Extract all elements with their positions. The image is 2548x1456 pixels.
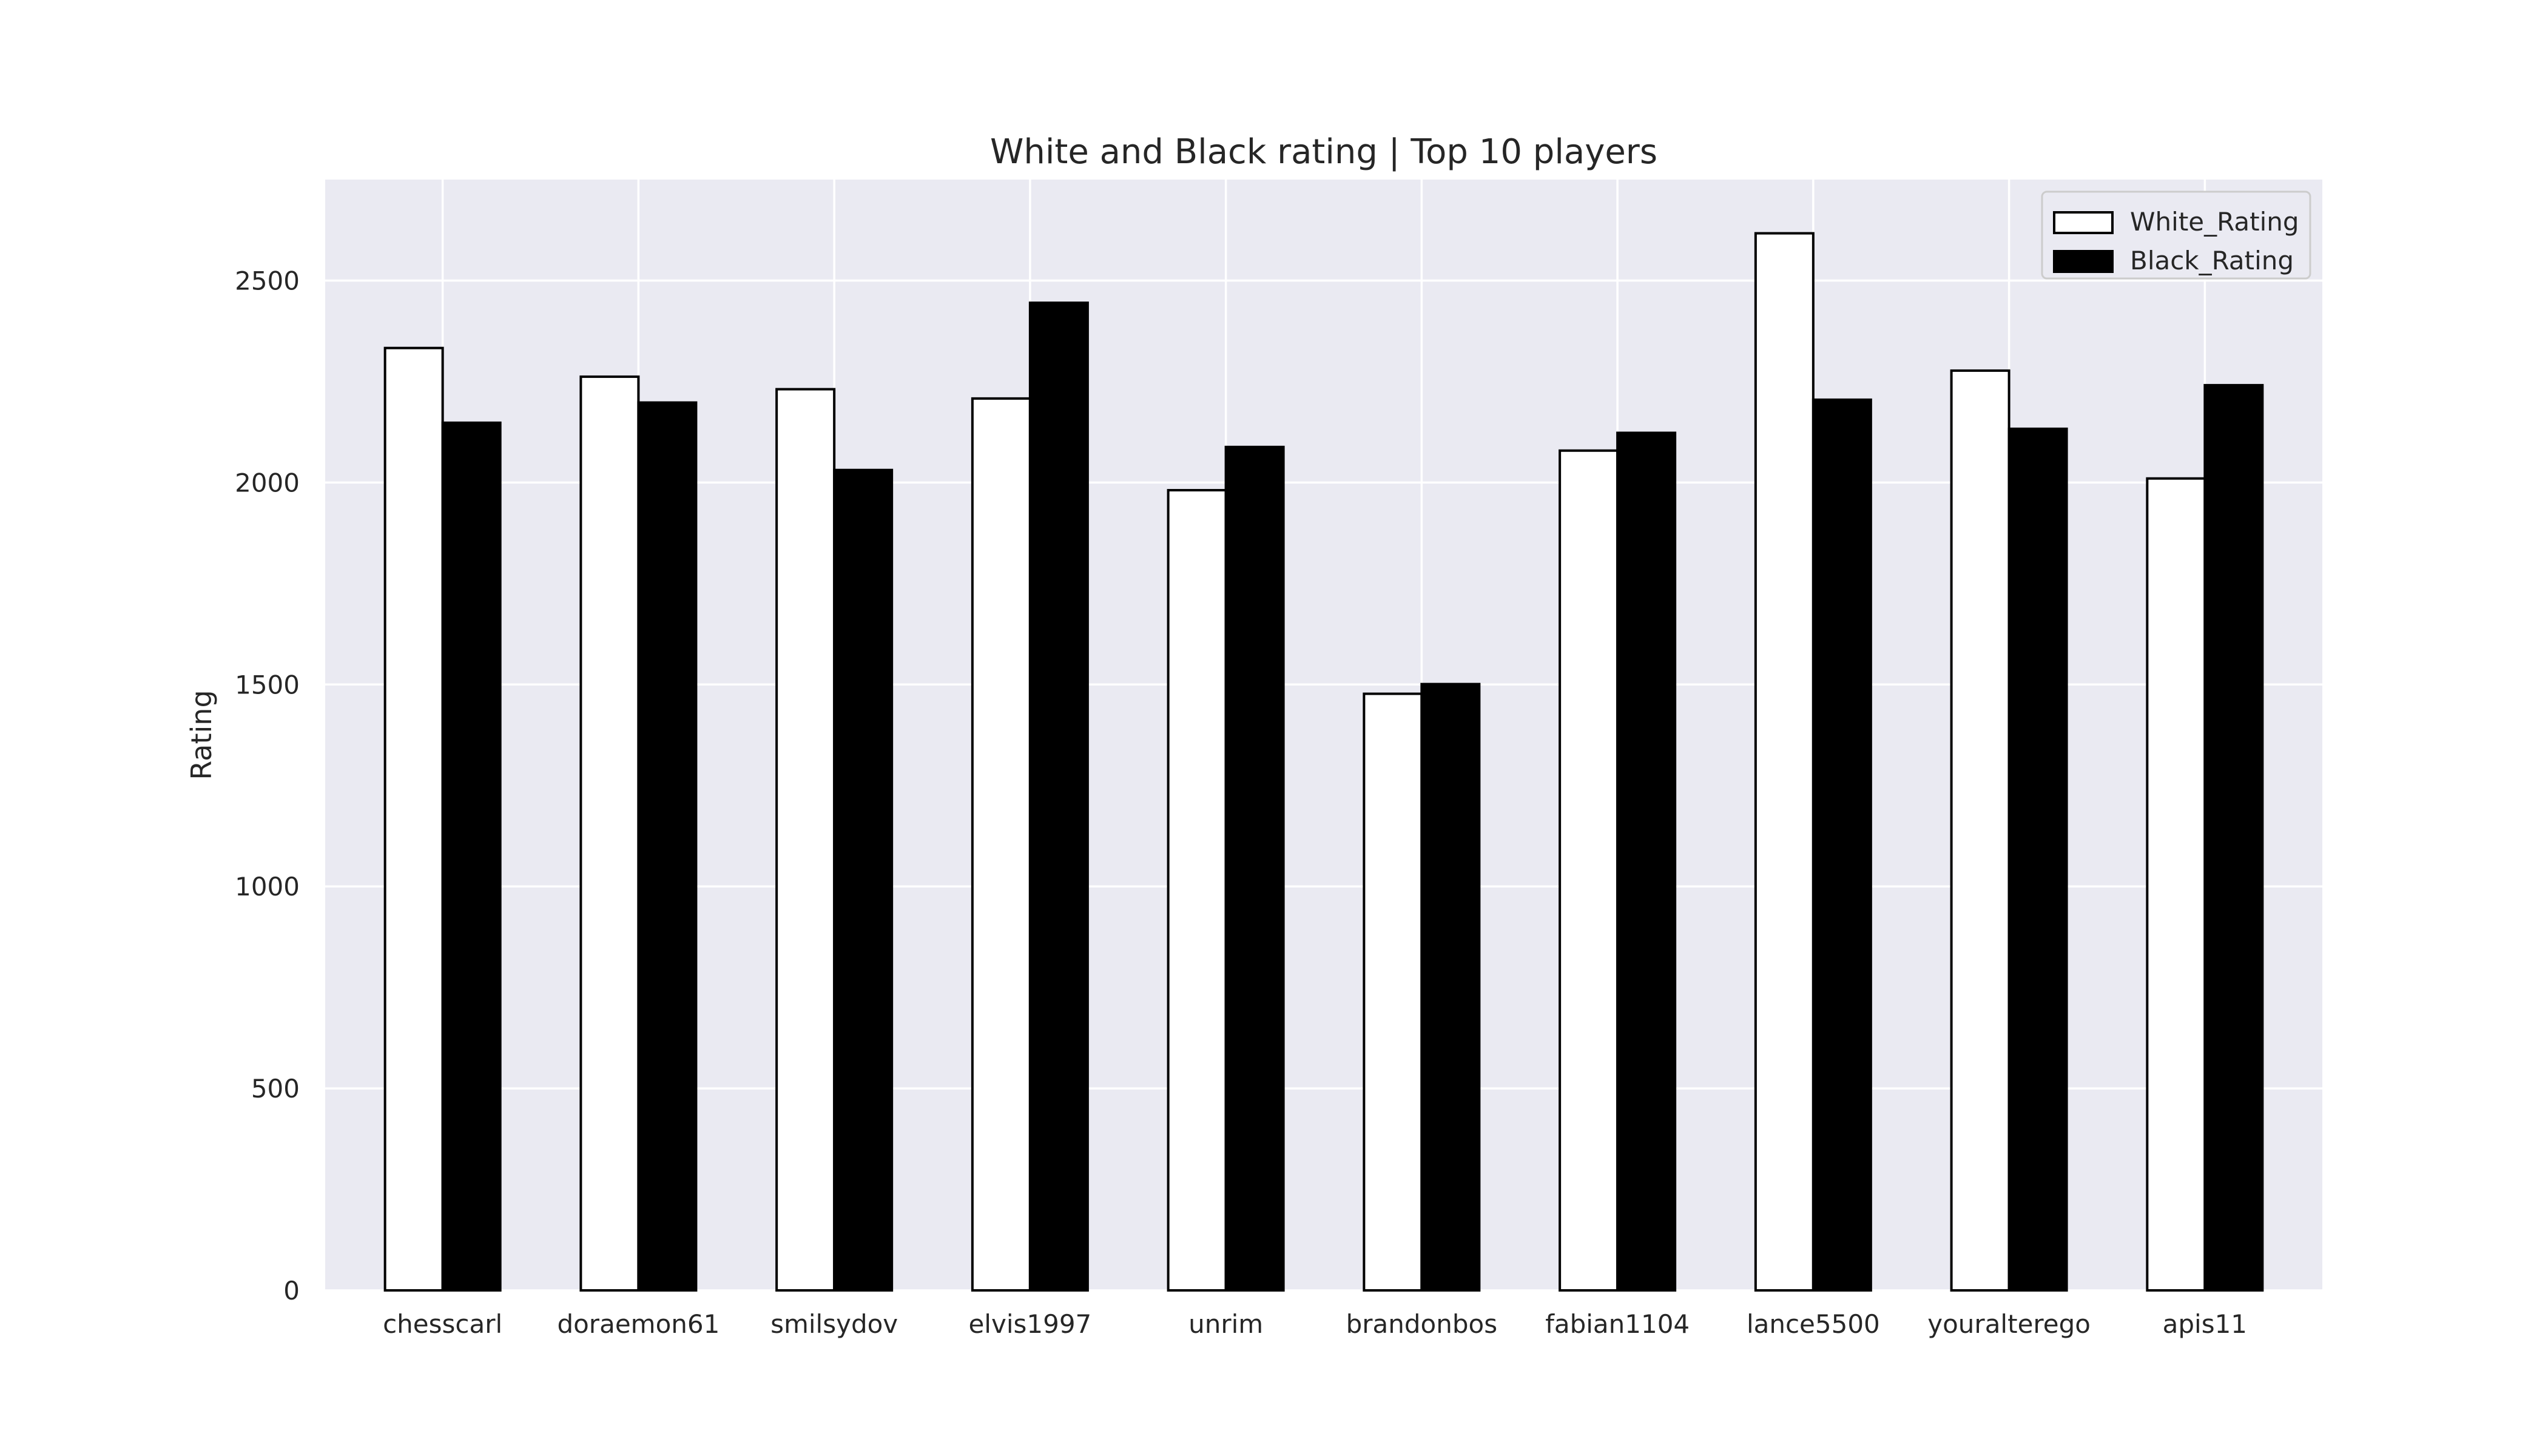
x-tick-label-fabian1104: fabian1104 <box>1545 1309 1690 1339</box>
x-tick-label-lance5500: lance5500 <box>1747 1309 1880 1339</box>
bar-Black_Rating-apis11 <box>2203 383 2264 1292</box>
x-tick-label-chesscarl: chesscarl <box>383 1309 502 1339</box>
chart-title: White and Black rating | Top 10 players <box>990 132 1657 172</box>
x-tick-label-unrim: unrim <box>1188 1309 1263 1339</box>
y-tick-label: 2500 <box>235 266 300 295</box>
legend-swatch-Black_Rating <box>2053 250 2114 273</box>
bar-White_Rating-doraemon61 <box>579 375 640 1292</box>
bar-Black_Rating-youralterego <box>2007 427 2068 1292</box>
legend-label-Black_Rating: Black_Rating <box>2130 246 2294 275</box>
y-axis-label: Rating <box>185 690 218 780</box>
bars <box>383 232 2264 1292</box>
y-tick-label: 1500 <box>235 670 300 699</box>
bar-White_Rating-chesscarl <box>383 346 444 1292</box>
bar-Black_Rating-lance5500 <box>1812 398 1872 1292</box>
x-tick-label-doraemon61: doraemon61 <box>557 1309 720 1339</box>
bar-Black_Rating-chesscarl <box>441 421 502 1292</box>
bar-White_Rating-apis11 <box>2146 477 2206 1292</box>
bar-Black_Rating-fabian1104 <box>1616 431 1677 1292</box>
bar-White_Rating-lance5500 <box>1754 232 1815 1292</box>
legend-swatch-White_Rating <box>2053 211 2114 234</box>
x-axis-ticks: chesscarl doraemon61 smilsydov elvis1997 unr… <box>383 1309 2247 1339</box>
bar-Black_Rating-elvis1997 <box>1028 302 1089 1292</box>
x-tick-label-smilsydov: smilsydov <box>770 1309 898 1339</box>
x-tick-label-brandonbos: brandonbos <box>1346 1309 1498 1339</box>
bar-White_Rating-youralterego <box>1950 369 2010 1292</box>
legend: White_Rating Black_Rating <box>2041 190 2311 280</box>
bar-White_Rating-elvis1997 <box>971 397 1031 1292</box>
y-tick-label: 2000 <box>235 468 300 497</box>
bar-Black_Rating-brandonbos <box>1420 682 1481 1292</box>
bar-White_Rating-smilsydov <box>775 388 836 1292</box>
bar-Black_Rating-smilsydov <box>833 468 894 1292</box>
legend-label-White_Rating: White_Rating <box>2130 207 2299 237</box>
y-tick-label: 0 <box>283 1276 300 1306</box>
bar-White_Rating-unrim <box>1167 489 1227 1292</box>
x-tick-label-youralterego: youralterego <box>1927 1309 2091 1339</box>
y-axis-ticks: 0 500 1000 1500 2000 2500 <box>235 266 300 1306</box>
bar-Black_Rating-doraemon61 <box>637 401 698 1292</box>
y-tick-label: 1000 <box>235 872 300 902</box>
y-tick-label: 500 <box>251 1074 300 1104</box>
x-tick-label-apis11: apis11 <box>2163 1309 2247 1339</box>
bar-White_Rating-brandonbos <box>1363 692 1423 1292</box>
bar-Black_Rating-unrim <box>1224 445 1285 1292</box>
bar-White_Rating-fabian1104 <box>1559 449 1619 1292</box>
x-tick-label-elvis1997: elvis1997 <box>968 1309 1091 1339</box>
